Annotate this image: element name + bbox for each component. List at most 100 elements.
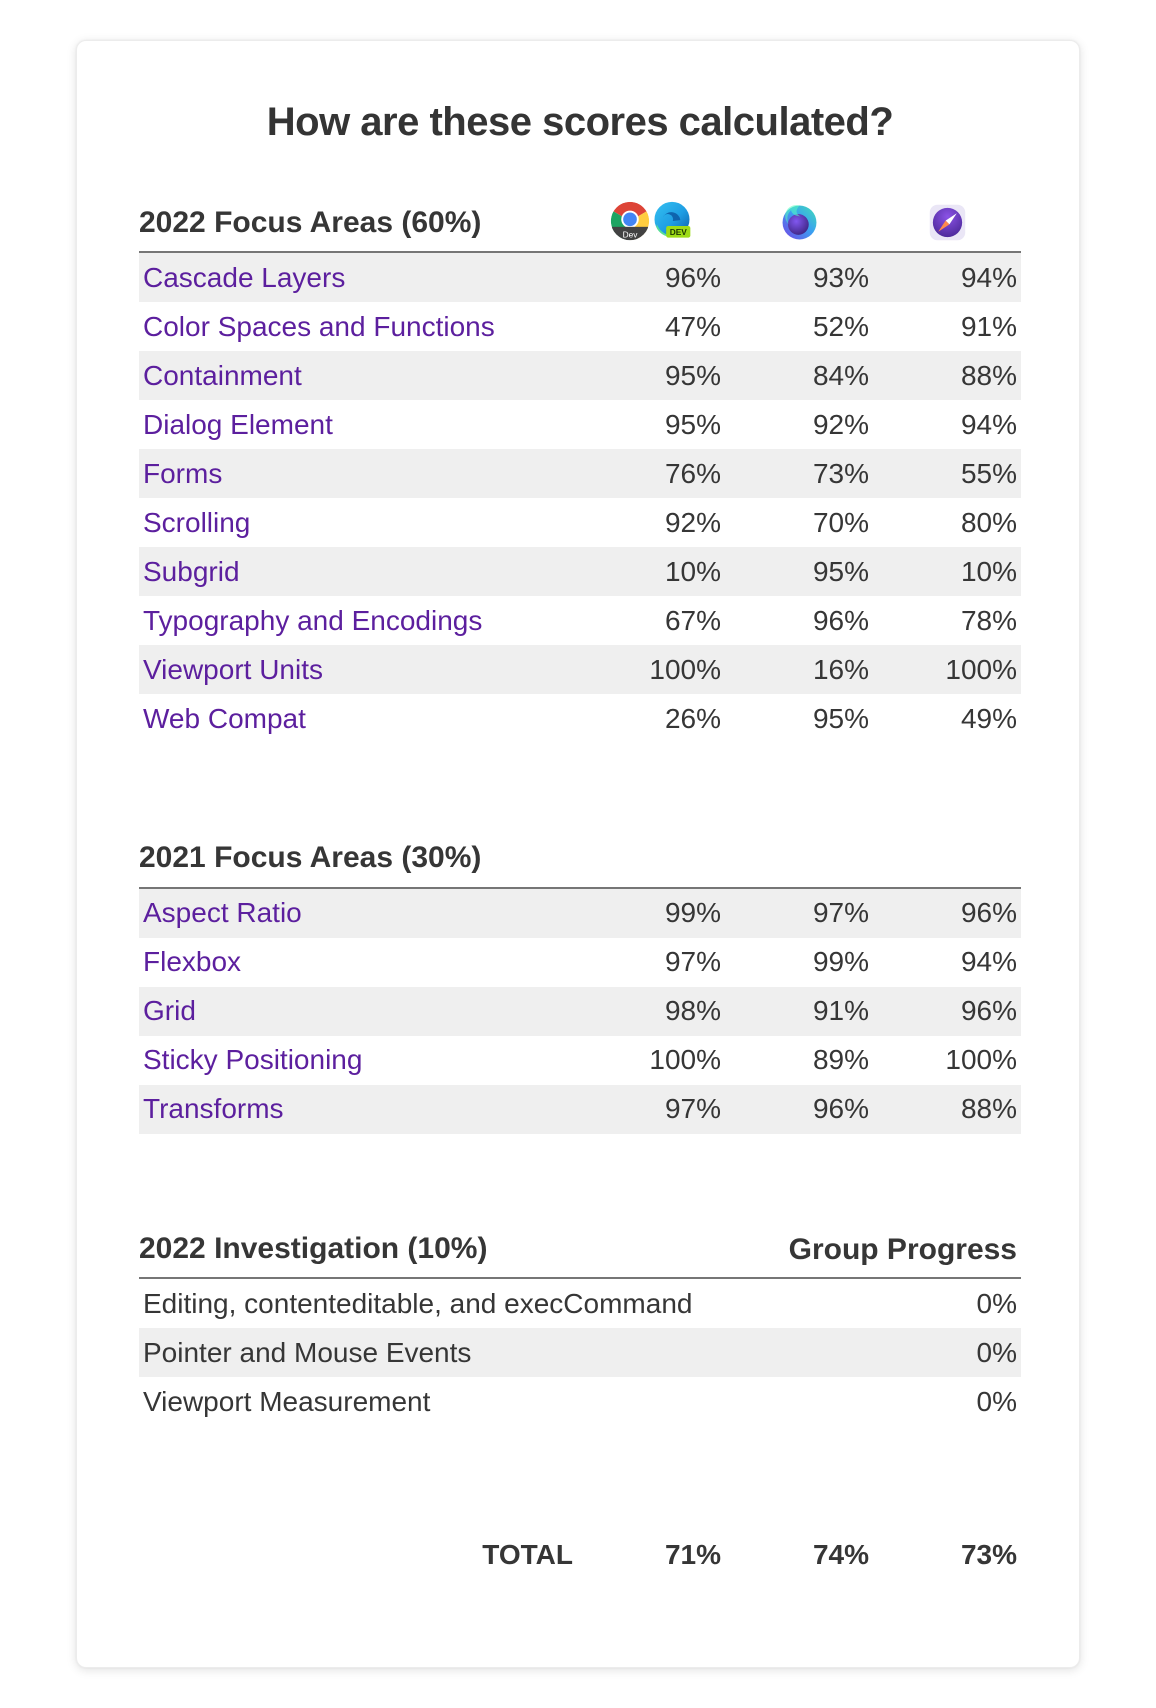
total-score-safari: 73% [960, 1538, 1017, 1570]
focus-area-link[interactable]: Flexbox [143, 946, 242, 977]
section-heading-investigation: 2022 Investigation (10%) [139, 1231, 488, 1265]
focus-area-link[interactable]: Grid [143, 995, 196, 1026]
focus-area-link[interactable]: Color Spaces and Functions [143, 310, 495, 342]
total-score-firefox: 74% [812, 1538, 869, 1570]
score-cell: 95% [812, 702, 869, 734]
score-cell: 67% [664, 604, 721, 636]
score-cell: 98% [664, 995, 721, 1026]
svg-text:DEV: DEV [670, 227, 688, 237]
score-cell: 10% [664, 555, 721, 587]
section-heading-2021: 2021 Focus Areas (30%) [139, 841, 482, 874]
score-cell: 93% [812, 261, 869, 293]
table-row: Aspect Ratio 99% 97% 96% [139, 888, 1021, 938]
score-cell: 100% [649, 653, 721, 685]
investigation-row: Viewport Measurement 0% [139, 1377, 1021, 1426]
section-header-investigation: 2022 Investigation (10%) Group Progress [139, 1230, 1021, 1279]
table-row: Typography and Encodings 67% 96% 78% [139, 596, 1021, 645]
score-cell: 96% [812, 604, 869, 636]
focus-area-link[interactable]: Typography and Encodings [143, 604, 483, 636]
investigation-rows: Editing, contenteditable, and execComman… [139, 1279, 1021, 1426]
browser-column-firefox-nightly [725, 204, 873, 241]
focus-area-link[interactable]: Sticky Positioning [143, 1044, 363, 1075]
score-cell: 94% [960, 261, 1017, 293]
focus-area-link[interactable]: Web Compat [143, 702, 306, 734]
total-row: TOTAL 71% 74% 73% [139, 1530, 1021, 1579]
score-cell: 89% [812, 1044, 869, 1075]
focus-area-link[interactable]: Dialog Element [143, 408, 333, 440]
score-cell: 95% [812, 555, 869, 587]
total-score-chrome-edge: 71% [664, 1538, 721, 1570]
safari-technology-preview-icon [929, 204, 965, 241]
score-cell: 96% [960, 995, 1017, 1026]
table-row: Grid 98% 91% 96% [139, 986, 1021, 1036]
score-cell: 55% [960, 457, 1017, 489]
score-cell: 92% [664, 506, 721, 538]
score-cell: 96% [960, 897, 1017, 928]
score-cell: 99% [664, 897, 721, 928]
group-progress-column-header: Group Progress [788, 1233, 1017, 1266]
score-cell: 91% [960, 310, 1017, 342]
score-cell: 88% [960, 1093, 1017, 1124]
score-cell: 91% [812, 995, 869, 1026]
group-progress-value: 0% [976, 1385, 1017, 1417]
table-row: Web Compat 26% 95% 49% [139, 694, 1021, 743]
focus-area-link[interactable]: Scrolling [143, 506, 251, 538]
table-row: Scrolling 92% 70% 80% [139, 498, 1021, 547]
focus-area-link[interactable]: Transforms [143, 1093, 284, 1124]
group-progress-value: 0% [976, 1336, 1017, 1368]
investigation-label: Pointer and Mouse Events [143, 1336, 472, 1368]
score-cell: 47% [664, 310, 721, 342]
focus-area-link[interactable]: Viewport Units [143, 653, 324, 685]
score-cell: 52% [812, 310, 869, 342]
section-2022-focus-areas: 2022 Focus Areas (60%) Dev [139, 201, 1021, 743]
investigation-row: Pointer and Mouse Events 0% [139, 1328, 1021, 1377]
focus-area-link[interactable]: Forms [143, 457, 223, 489]
table-row: Containment 95% 84% 88% [139, 351, 1021, 400]
browser-column-safari-tp [873, 204, 1021, 241]
section-2022-investigation: 2022 Investigation (10%) Group Progress … [139, 1230, 1021, 1427]
focus-areas-2022-rows: Cascade Layers 96% 93% 94% Color Spaces and … [139, 253, 1021, 743]
score-cell: 100% [945, 1044, 1017, 1075]
table-row: Transforms 97% 96% 88% [139, 1084, 1021, 1134]
score-cell: 80% [960, 506, 1017, 538]
score-cell: 99% [812, 946, 869, 977]
focus-area-link[interactable]: Containment [143, 359, 302, 391]
score-cell: 70% [812, 506, 869, 538]
investigation-label: Editing, contenteditable, and execComman… [143, 1287, 693, 1319]
edge-dev-icon: DEV [654, 201, 691, 238]
section-header-2021: 2021 Focus Areas (30%) [139, 839, 1021, 889]
score-cell: 88% [960, 359, 1017, 391]
score-cell: 97% [812, 897, 869, 928]
table-row: Sticky Positioning 100% 89% 100% [139, 1036, 1021, 1085]
score-cell: 100% [945, 653, 1017, 685]
focus-area-link[interactable]: Aspect Ratio [143, 897, 302, 928]
score-cell: 73% [812, 457, 869, 489]
score-cell: 16% [812, 653, 869, 685]
table-row: Cascade Layers 96% 93% 94% [139, 253, 1021, 302]
section-header-2022: 2022 Focus Areas (60%) Dev [139, 201, 1021, 253]
score-cell: 94% [960, 946, 1017, 977]
score-cell: 96% [664, 261, 721, 293]
score-cell: 96% [812, 1093, 869, 1124]
investigation-label: Viewport Measurement [143, 1385, 431, 1417]
score-cell: 97% [664, 946, 721, 977]
chrome-dev-icon: Dev [610, 201, 650, 241]
score-cell: 26% [664, 702, 721, 734]
table-row: Forms 76% 73% 55% [139, 449, 1021, 498]
score-cell: 84% [812, 359, 869, 391]
score-cell: 100% [649, 1044, 721, 1075]
score-cell: 76% [664, 457, 721, 489]
focus-area-link[interactable]: Cascade Layers [143, 261, 346, 293]
table-row: Viewport Units 100% 16% 100% [139, 645, 1021, 694]
table-row: Flexbox 97% 99% 94% [139, 938, 1021, 987]
score-cell: 97% [664, 1093, 721, 1124]
investigation-row: Editing, contenteditable, and execComman… [139, 1279, 1021, 1328]
section-heading-2022: 2022 Focus Areas (60%) [139, 205, 482, 239]
score-cell: 94% [960, 408, 1017, 440]
score-breakdown-card: How are these scores calculated? 2022 Fo… [76, 40, 1080, 1668]
table-row: Dialog Element 95% 92% 94% [139, 400, 1021, 449]
score-cell: 92% [812, 408, 869, 440]
table-row: Subgrid 10% 95% 10% [139, 547, 1021, 596]
focus-area-link[interactable]: Subgrid [143, 555, 240, 587]
score-cell: 95% [664, 359, 721, 391]
